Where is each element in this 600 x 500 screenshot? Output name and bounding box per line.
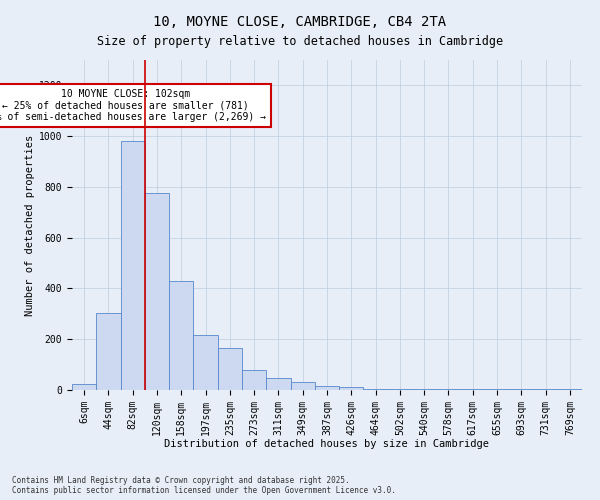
Bar bbox=[364, 388, 388, 390]
X-axis label: Distribution of detached houses by size in Cambridge: Distribution of detached houses by size … bbox=[164, 439, 490, 449]
Text: Contains HM Land Registry data © Crown copyright and database right 2025.
Contai: Contains HM Land Registry data © Crown c… bbox=[12, 476, 396, 495]
Bar bbox=[461, 388, 485, 390]
Bar bbox=[290, 382, 315, 390]
Bar bbox=[533, 388, 558, 390]
Bar bbox=[485, 388, 509, 390]
Bar bbox=[72, 384, 96, 390]
Bar bbox=[412, 388, 436, 390]
Bar bbox=[242, 370, 266, 390]
Bar bbox=[169, 281, 193, 390]
Bar bbox=[266, 378, 290, 390]
Bar bbox=[218, 348, 242, 390]
Bar bbox=[509, 388, 533, 390]
Bar bbox=[96, 312, 121, 390]
Bar bbox=[339, 387, 364, 390]
Bar bbox=[388, 388, 412, 390]
Bar bbox=[315, 386, 339, 390]
Bar bbox=[436, 388, 461, 390]
Text: 10 MOYNE CLOSE: 102sqm
← 25% of detached houses are smaller (781)
74% of semi-de: 10 MOYNE CLOSE: 102sqm ← 25% of detached… bbox=[0, 89, 266, 122]
Y-axis label: Number of detached properties: Number of detached properties bbox=[25, 134, 35, 316]
Text: 10, MOYNE CLOSE, CAMBRIDGE, CB4 2TA: 10, MOYNE CLOSE, CAMBRIDGE, CB4 2TA bbox=[154, 15, 446, 29]
Text: Size of property relative to detached houses in Cambridge: Size of property relative to detached ho… bbox=[97, 35, 503, 48]
Bar bbox=[121, 141, 145, 390]
Bar bbox=[558, 388, 582, 390]
Bar bbox=[145, 194, 169, 390]
Bar bbox=[193, 336, 218, 390]
